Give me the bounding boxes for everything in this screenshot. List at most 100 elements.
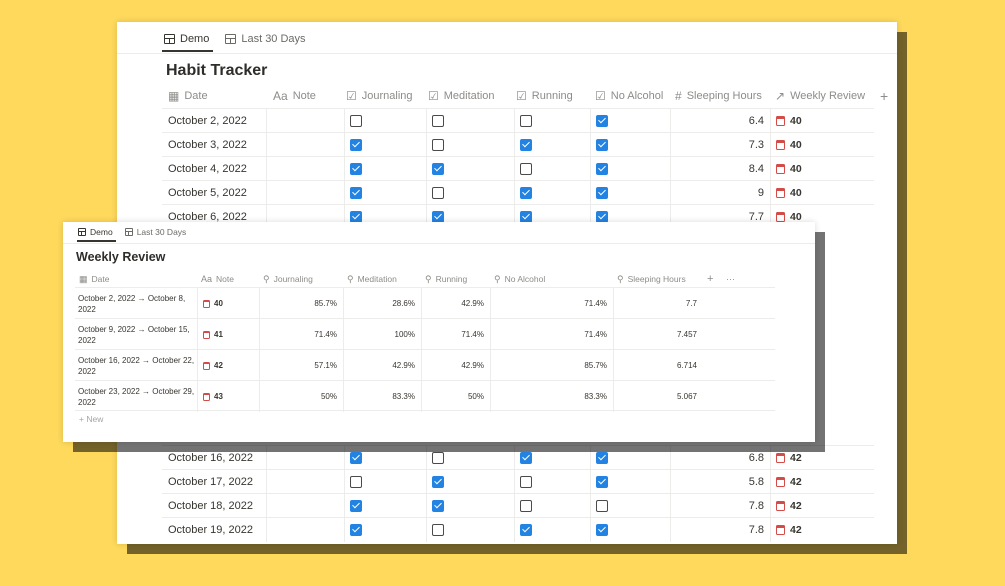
table-row[interactable]: October 5, 2022 9 40 xyxy=(162,180,874,205)
meditation-checkbox[interactable] xyxy=(432,524,444,536)
date-cell[interactable]: October 3, 2022 xyxy=(168,139,247,151)
date-range-cell[interactable]: October 16, 2022 → October 22, 2022 xyxy=(78,355,195,376)
no-alcohol-checkbox[interactable] xyxy=(596,163,608,175)
date-cell[interactable]: October 18, 2022 xyxy=(168,500,254,512)
sleeping-hours-cell[interactable]: 7.8 xyxy=(748,524,764,536)
running-checkbox[interactable] xyxy=(520,500,532,512)
column-header-no-alcohol[interactable]: ⚲ No Alcohol xyxy=(494,273,546,285)
meditation-rollup-cell[interactable]: 28.6% xyxy=(392,299,415,308)
no-alcohol-checkbox[interactable] xyxy=(596,500,608,512)
running-rollup-cell[interactable]: 42.9% xyxy=(461,361,484,370)
no-alcohol-checkbox[interactable] xyxy=(596,452,608,464)
no-alcohol-checkbox[interactable] xyxy=(596,476,608,488)
running-checkbox[interactable] xyxy=(520,524,532,536)
add-column-icon[interactable]: + xyxy=(880,88,889,104)
meditation-rollup-cell[interactable]: 83.3% xyxy=(392,392,415,401)
table-row[interactable]: October 18, 2022 7.8 42 xyxy=(162,493,874,518)
weekly-review-cell[interactable]: 40 xyxy=(770,181,874,205)
note-cell[interactable] xyxy=(266,133,344,157)
sleep-rollup-cell[interactable]: 7.457 xyxy=(676,330,697,339)
journaling-checkbox[interactable] xyxy=(350,115,362,127)
relation-link[interactable]: 42 xyxy=(776,476,802,488)
date-range-cell[interactable]: October 9, 2022 → October 15, 2022 xyxy=(78,324,190,345)
sleeping-hours-cell[interactable]: 6.8 xyxy=(748,452,764,464)
column-header-date[interactable]: ▦ Date xyxy=(79,273,110,285)
column-header-sleeping-hours[interactable]: ⚲ Sleeping Hours xyxy=(617,273,686,285)
page-link[interactable]: 41 xyxy=(203,330,223,339)
running-rollup-cell[interactable]: 42.9% xyxy=(461,299,484,308)
note-cell[interactable] xyxy=(266,157,344,181)
table-row[interactable]: October 19, 2022 7.8 42 xyxy=(162,517,874,542)
journaling-checkbox[interactable] xyxy=(350,187,362,199)
running-checkbox[interactable] xyxy=(520,115,532,127)
note-cell[interactable]: 43 xyxy=(197,381,259,412)
relation-link[interactable]: 40 xyxy=(776,211,802,223)
meditation-checkbox[interactable] xyxy=(432,139,444,151)
table-row[interactable]: October 3, 2022 7.3 40 xyxy=(162,132,874,157)
note-cell[interactable]: 40 xyxy=(197,288,259,319)
relation-link[interactable]: 42 xyxy=(776,452,802,464)
table-row[interactable]: October 23, 2022 → October 29, 2022 43 50%… xyxy=(75,380,775,412)
date-cell[interactable]: October 5, 2022 xyxy=(168,187,247,199)
new-row-button[interactable]: + New xyxy=(79,414,104,424)
sleeping-hours-cell[interactable]: 7.7 xyxy=(748,211,764,223)
sleeping-hours-cell[interactable]: 7.8 xyxy=(748,500,764,512)
journaling-rollup-cell[interactable]: 85.7% xyxy=(314,299,337,308)
meditation-checkbox[interactable] xyxy=(432,115,444,127)
no-alcohol-checkbox[interactable] xyxy=(596,187,608,199)
weekly-review-cell[interactable]: 40 xyxy=(770,205,874,229)
date-cell[interactable]: October 6, 2022 xyxy=(168,211,247,223)
journaling-checkbox[interactable] xyxy=(350,476,362,488)
meditation-checkbox[interactable] xyxy=(432,163,444,175)
table-row[interactable]: October 17, 2022 5.8 42 xyxy=(162,469,874,494)
meditation-checkbox[interactable] xyxy=(432,500,444,512)
running-checkbox[interactable] xyxy=(520,139,532,151)
no-alcohol-checkbox[interactable] xyxy=(596,524,608,536)
column-header-meditation[interactable]: ☑ Meditation xyxy=(428,89,495,103)
journaling-rollup-cell[interactable]: 71.4% xyxy=(314,330,337,339)
relation-link[interactable]: 40 xyxy=(776,139,802,151)
tab-last-30-days[interactable]: Last 30 Days xyxy=(124,227,190,242)
running-rollup-cell[interactable]: 71.4% xyxy=(461,330,484,339)
sleeping-hours-cell[interactable]: 7.3 xyxy=(748,139,764,151)
date-cell[interactable]: October 16, 2022 xyxy=(168,452,254,464)
no-alcohol-checkbox[interactable] xyxy=(596,115,608,127)
sleep-rollup-cell[interactable]: 6.714 xyxy=(676,361,697,370)
relation-link[interactable]: 40 xyxy=(776,163,802,175)
column-header-no-alcohol[interactable]: ☑ No Alcohol xyxy=(595,89,664,103)
sleep-rollup-cell[interactable]: 7.7 xyxy=(685,299,697,308)
no-alcohol-rollup-cell[interactable]: 71.4% xyxy=(584,330,607,339)
page-link[interactable]: 43 xyxy=(203,392,223,401)
table-row[interactable]: October 9, 2022 → October 15, 2022 41 71.4… xyxy=(75,318,775,350)
sleeping-hours-cell[interactable]: 5.8 xyxy=(748,476,764,488)
relation-link[interactable]: 42 xyxy=(776,524,802,536)
weekly-review-cell[interactable]: 40 xyxy=(770,109,874,133)
date-cell[interactable]: October 2, 2022 xyxy=(168,115,247,127)
page-link[interactable]: 42 xyxy=(203,361,223,370)
tab-demo[interactable]: Demo xyxy=(77,227,116,242)
add-column-icon[interactable]: + xyxy=(707,273,714,285)
note-cell[interactable]: 42 xyxy=(197,350,259,381)
date-range-cell[interactable]: October 2, 2022 → October 8, 2022 xyxy=(78,293,186,314)
no-alcohol-rollup-cell[interactable]: 85.7% xyxy=(584,361,607,370)
weekly-review-cell[interactable]: 40 xyxy=(770,157,874,181)
journaling-checkbox[interactable] xyxy=(350,163,362,175)
meditation-rollup-cell[interactable]: 100% xyxy=(394,330,415,339)
running-checkbox[interactable] xyxy=(520,476,532,488)
meditation-checkbox[interactable] xyxy=(432,476,444,488)
column-header-journaling[interactable]: ☑ Journaling xyxy=(346,89,413,103)
date-cell[interactable]: October 4, 2022 xyxy=(168,163,247,175)
relation-link[interactable]: 42 xyxy=(776,500,802,512)
weekly-review-cell[interactable]: 42 xyxy=(770,446,874,470)
tab-last-30-days[interactable]: Last 30 Days xyxy=(223,33,309,52)
meditation-checkbox[interactable] xyxy=(432,187,444,199)
note-cell[interactable] xyxy=(266,109,344,133)
note-cell[interactable] xyxy=(266,470,344,494)
weekly-review-cell[interactable]: 42 xyxy=(770,518,874,542)
table-row[interactable]: October 4, 2022 8.4 40 xyxy=(162,156,874,181)
running-checkbox[interactable] xyxy=(520,187,532,199)
running-checkbox[interactable] xyxy=(520,163,532,175)
journaling-checkbox[interactable] xyxy=(350,500,362,512)
journaling-rollup-cell[interactable]: 57.1% xyxy=(314,361,337,370)
column-header-date[interactable]: ▦ Date xyxy=(168,89,208,103)
